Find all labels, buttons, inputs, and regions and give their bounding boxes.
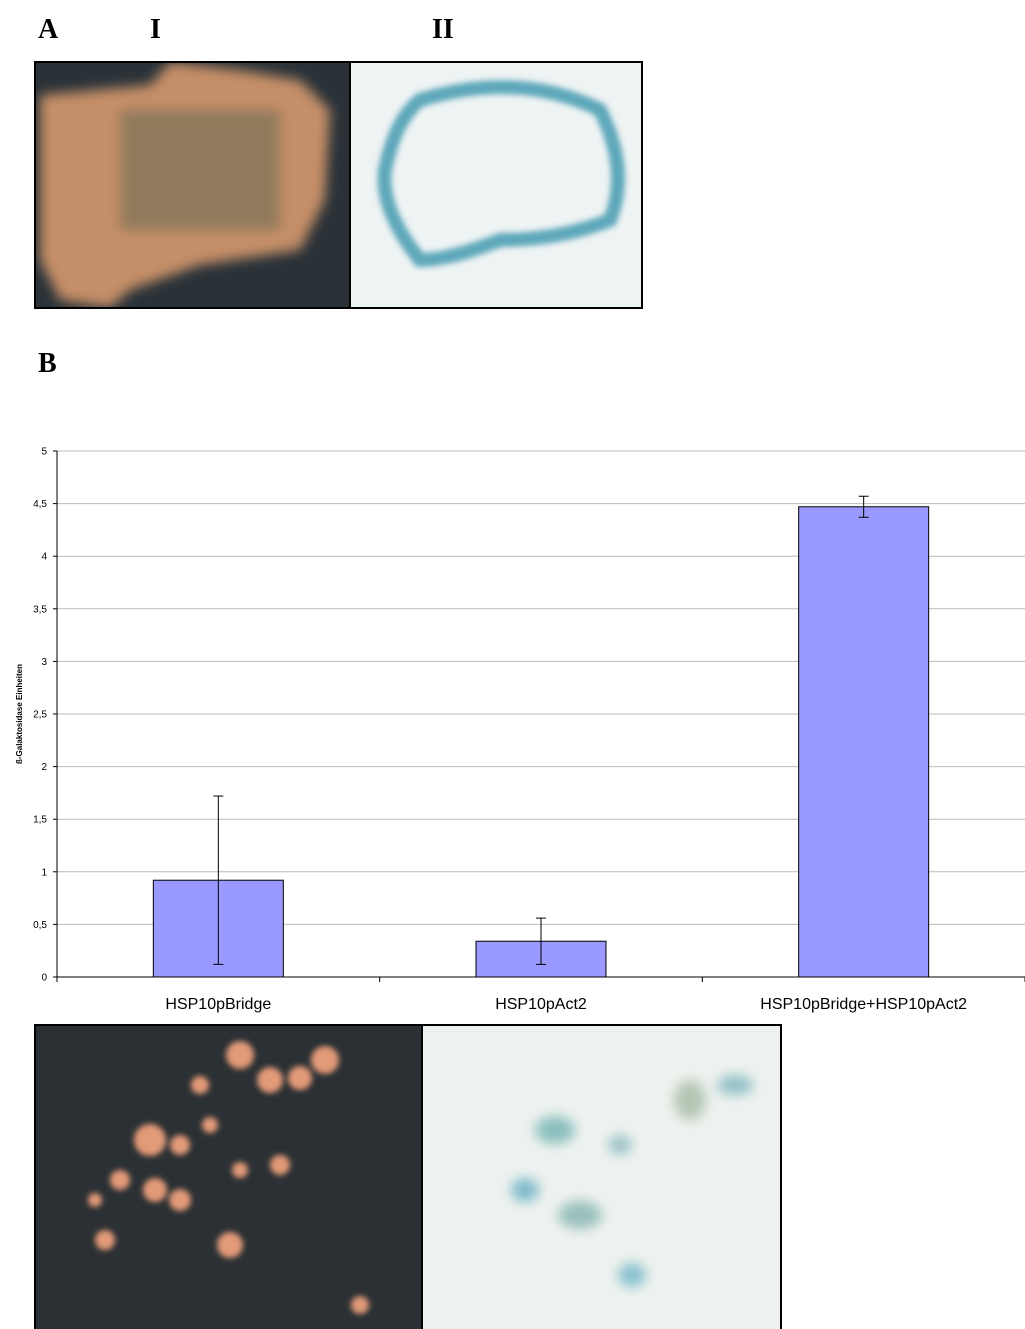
photo-colonies-blue <box>422 1025 781 1329</box>
y-tick-label: 1,5 <box>33 815 47 826</box>
subpanel-label: I <box>150 14 161 45</box>
y-tick-label: 3 <box>41 657 47 668</box>
y-tick-label: 1 <box>41 867 47 878</box>
x-tick-label: HSP10pAct2 <box>495 996 587 1013</box>
photo-colony-blue <box>350 62 642 308</box>
bar <box>798 506 930 978</box>
y-tick-label: 5 <box>41 447 47 458</box>
panel-label: B <box>38 348 57 379</box>
bar-chart: 0 0,5 1 1,5 2 2,5 3 3,5 4 4,5 5 ß-Galaktosidase Ein… <box>15 447 1025 1013</box>
x-tick-label: HSP10pBridge+HSP10pAct2 <box>760 996 967 1013</box>
y-tick-label: 2 <box>41 762 47 773</box>
panel-label: A <box>38 14 59 45</box>
y-axis-label: ß-Galaktosidase Einheiten <box>15 664 24 764</box>
subpanel-label: II <box>432 14 454 45</box>
y-tick-label: 0,5 <box>33 920 47 931</box>
y-tick-label: 0 <box>41 973 47 984</box>
y-tick-label: 4,5 <box>33 499 47 510</box>
y-tick-label: 3,5 <box>33 604 47 615</box>
x-tick-label: HSP10pBridge <box>165 996 271 1013</box>
photo-colonies-red <box>35 1025 422 1329</box>
y-tick-label: 2,5 <box>33 710 47 721</box>
photo-colony-red <box>35 62 350 308</box>
y-tick-label: 4 <box>41 552 47 563</box>
